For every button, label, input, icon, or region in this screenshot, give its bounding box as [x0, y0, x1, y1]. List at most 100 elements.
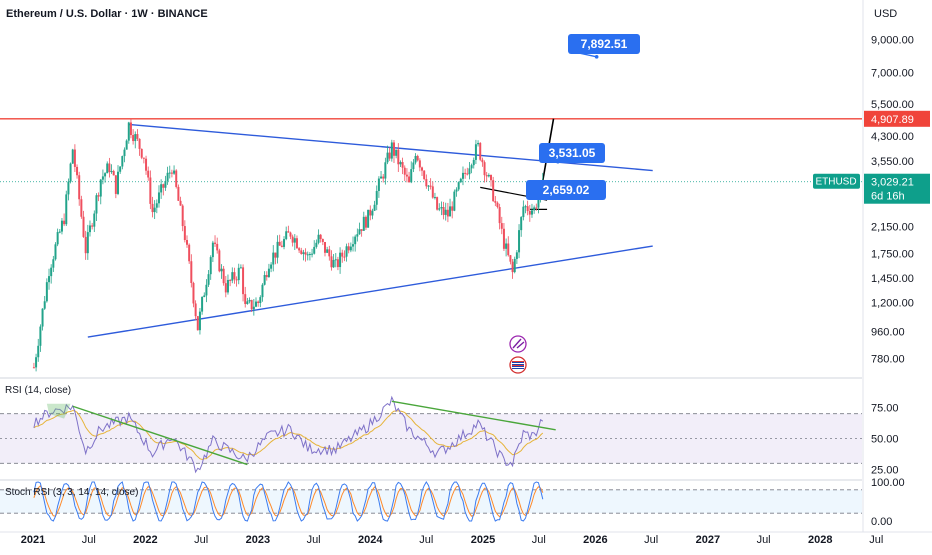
- candle-body: [155, 203, 158, 208]
- overlay-layer: 7,892.51 3,531.05 2,659.02: [509, 34, 640, 374]
- candle-body: [147, 170, 150, 178]
- candle-body: [453, 191, 456, 211]
- rsi-divergence-line[interactable]: [72, 405, 248, 466]
- callout-box[interactable]: [539, 143, 605, 163]
- candle-body: [237, 267, 240, 281]
- candle-body: [220, 268, 223, 272]
- candle-body: [216, 243, 219, 251]
- candle-body: [369, 209, 372, 216]
- candle-body: [513, 258, 516, 273]
- candle-body: [69, 163, 72, 182]
- candle-body: [82, 216, 85, 237]
- idea-badge-icon[interactable]: [509, 335, 527, 353]
- candle-body: [41, 308, 44, 327]
- stoch-layer: [33, 481, 544, 522]
- candle-body: [533, 207, 536, 211]
- candle-body: [371, 210, 374, 216]
- callout-box[interactable]: [568, 34, 640, 54]
- candle-body: [442, 207, 445, 215]
- candle-body: [270, 264, 273, 269]
- y-tick-label: 5,500.00: [871, 99, 914, 111]
- rsi-tick-label: 25.00: [871, 465, 899, 477]
- candle-body: [352, 244, 355, 247]
- candle-body: [188, 244, 191, 262]
- candle-body: [455, 189, 458, 192]
- rsi-divergence-line[interactable]: [391, 400, 556, 431]
- candle-body: [414, 155, 417, 163]
- candle-body: [259, 297, 262, 304]
- candle-body: [58, 231, 61, 233]
- candle-body: [157, 192, 160, 204]
- candle-body: [39, 326, 42, 346]
- candle-body: [382, 176, 385, 179]
- axis-layer: 9,000.00 7,000.00 5,500.00 4,300.00 3,550.00…: [0, 35, 932, 546]
- candle-body: [321, 239, 324, 242]
- candle-body: [164, 180, 167, 188]
- x-tick-label: Jul: [869, 534, 883, 546]
- rsi-tick-label: 50.00: [871, 434, 899, 446]
- candle-body: [498, 207, 501, 224]
- candle-body: [125, 140, 128, 150]
- candle-body: [377, 178, 380, 191]
- candle-body: [502, 228, 505, 249]
- callout-label: 3,531.05: [549, 146, 596, 160]
- x-tick-label: 2023: [246, 534, 270, 546]
- candle-body: [285, 231, 288, 240]
- candle-body: [334, 259, 337, 261]
- callout-label: 2,659.02: [543, 183, 590, 197]
- candle-body: [492, 180, 495, 202]
- candle-body: [373, 204, 376, 211]
- candle-body: [153, 207, 156, 213]
- y-tick-label: 4,300.00: [871, 131, 914, 143]
- candle-body: [291, 236, 294, 243]
- candle-body: [280, 245, 283, 247]
- candle-body: [114, 175, 117, 194]
- currency-label[interactable]: USD: [874, 8, 897, 20]
- x-tick-label: 2027: [696, 534, 720, 546]
- candle-body: [149, 177, 152, 204]
- candle-body: [446, 209, 449, 217]
- candle-body: [104, 173, 107, 177]
- candle-body: [65, 194, 68, 225]
- candle-body: [140, 148, 143, 158]
- candle-body: [224, 283, 227, 293]
- candle-body: [490, 174, 493, 181]
- candle-body: [315, 242, 318, 247]
- y-tick-label: 9,000.00: [871, 35, 914, 47]
- countdown-text: 6d 16h: [871, 191, 905, 203]
- candle-body: [276, 241, 279, 258]
- candle-body: [63, 220, 66, 225]
- candle-body: [229, 279, 232, 281]
- candle-body: [300, 250, 303, 254]
- candle-body: [209, 257, 212, 275]
- y-tick-label: 3,550.00: [871, 156, 914, 168]
- candle-body: [194, 303, 197, 317]
- flag-badge-icon[interactable]: [509, 356, 527, 374]
- candle-body: [451, 206, 454, 211]
- x-tick-label: Jul: [644, 534, 658, 546]
- rsi-title: RSI (14, close): [5, 385, 71, 396]
- chart-title: Ethereum / U.S. Dollar · 1W · BINANCE: [6, 8, 208, 20]
- candle-body: [218, 250, 221, 272]
- x-tick-label: 2025: [471, 534, 495, 546]
- candle-body: [433, 197, 436, 199]
- candle-body: [37, 345, 40, 358]
- candle-body: [142, 157, 145, 159]
- trendline-lower[interactable]: [87, 245, 653, 338]
- candle-body: [186, 240, 189, 245]
- candle-layer: [32, 118, 544, 372]
- candle-body: [134, 134, 137, 142]
- candle-body: [403, 167, 406, 175]
- candle-body: [427, 185, 430, 187]
- current-price-tag: [864, 173, 930, 204]
- candle-body: [84, 236, 87, 254]
- candle-body: [461, 172, 464, 179]
- candle-body: [449, 206, 452, 217]
- candle-body: [339, 252, 342, 268]
- callout-box[interactable]: [526, 180, 606, 200]
- candle-body: [283, 239, 286, 247]
- candle-body: [336, 259, 339, 268]
- candle-body: [317, 234, 320, 243]
